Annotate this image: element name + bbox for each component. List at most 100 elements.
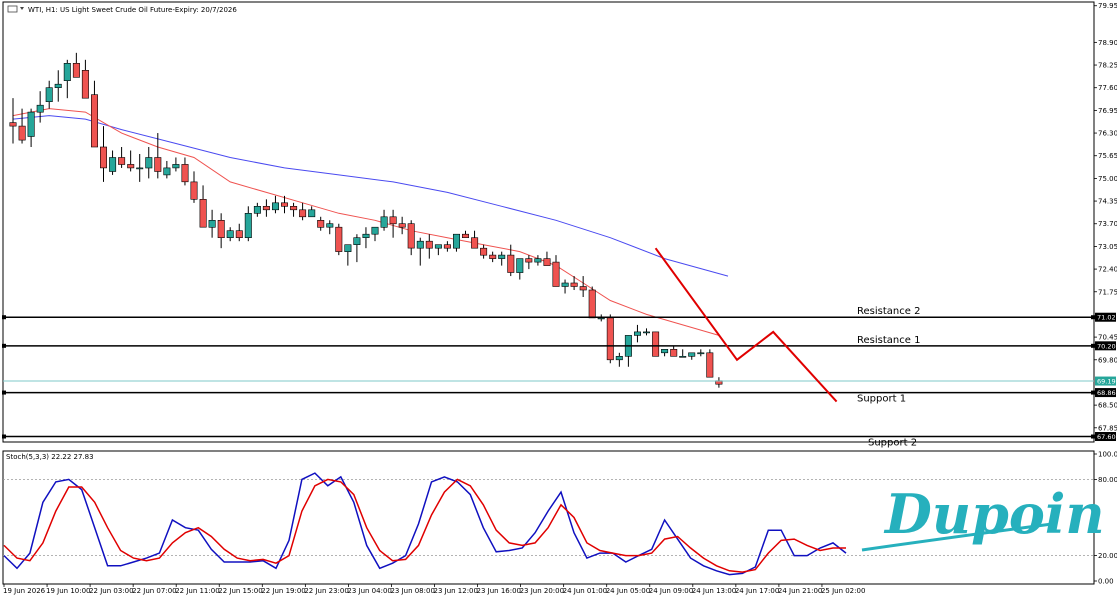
trend-zigzag-line	[654, 247, 838, 403]
candle-body-24	[226, 230, 234, 238]
brand-logo-swoosh	[861, 522, 1053, 552]
time-tick-label-11: 23 Jun 16:00	[477, 587, 521, 595]
level-label-1: Resistance 1	[857, 335, 920, 346]
price-tick-label-15: 68.50	[1098, 402, 1117, 410]
time-tick-label-0: 19 Jun 2026	[3, 587, 46, 595]
chart-menu-arrow-icon	[20, 7, 24, 10]
candle-body-4	[45, 87, 53, 102]
main-panel-border	[2, 1, 1095, 443]
candle-body-26	[244, 213, 252, 239]
price-tick-label-14: 69.80	[1098, 356, 1117, 364]
osc-level-lines	[3, 478, 1094, 556]
level-price-tag-0	[1095, 312, 1116, 322]
candle-body-52	[480, 247, 488, 256]
price-tick-label-0: 79.95	[1098, 2, 1117, 10]
candle-body-47	[434, 244, 442, 249]
time-tick-label-1: 19 Jun 10:00	[46, 587, 90, 595]
candle-body-23	[217, 220, 225, 239]
time-tick-label-10: 23 Jun 12:00	[434, 587, 478, 595]
candle-body-20	[190, 181, 198, 200]
candle-body-18	[172, 164, 180, 169]
level-price-tag-text-2: 69.19	[1097, 378, 1116, 386]
candle-body-46	[425, 240, 433, 249]
candle-body-32	[299, 209, 307, 218]
candle-body-63	[579, 286, 587, 291]
osc-tick-label-2: 20.00	[1098, 552, 1117, 560]
level-price-tag-3	[1095, 388, 1116, 398]
candle-body-27	[253, 206, 261, 214]
level-label-0: Resistance 2	[857, 306, 920, 317]
candle-body-70	[642, 331, 650, 334]
time-tick-label-9: 23 Jun 08:00	[390, 587, 434, 595]
level-anchor-left-4	[2, 434, 6, 439]
candle-body-11	[109, 157, 117, 172]
candle-body-77	[706, 352, 714, 378]
candle-body-69	[633, 331, 641, 336]
time-tick-label-8: 23 Jun 04:00	[347, 587, 391, 595]
trendline	[654, 247, 838, 403]
time-tick-label-6: 22 Jun 19:00	[261, 587, 305, 595]
candle-body-48	[443, 244, 451, 249]
candle-body-38	[353, 237, 361, 245]
level-label-3: Support 1	[857, 394, 906, 405]
time-tick-label-5: 22 Jun 15:00	[218, 587, 262, 595]
candle-body-37	[344, 244, 352, 252]
candle-body-56	[516, 258, 524, 273]
candle-body-35	[326, 223, 334, 228]
level-anchor-right-0	[1091, 315, 1095, 320]
brand-logo-text: Dupoin	[883, 482, 1105, 546]
level-anchor-left-3	[2, 390, 6, 395]
price-tick-label-16: 67.85	[1098, 424, 1117, 432]
chart-menu-icon[interactable]	[7, 5, 18, 13]
candle-body-45	[416, 240, 424, 249]
time-tick-label-15: 24 Jun 09:00	[649, 587, 693, 595]
candle-body-1	[18, 125, 26, 141]
candle-body-60	[552, 261, 560, 287]
time-tick-label-16: 24 Jun 13:00	[692, 587, 736, 595]
time-tick-label-13: 24 Jun 01:00	[563, 587, 607, 595]
candle-body-73	[670, 348, 678, 357]
candle-body-66	[606, 317, 614, 361]
candle-body-25	[235, 230, 243, 238]
candle-body-5	[54, 83, 62, 88]
price-tick-label-3: 77.60	[1098, 84, 1117, 92]
candle-body-40	[371, 226, 379, 235]
time-tick-label-3: 22 Jun 07:00	[132, 587, 176, 595]
level-price-tag-text-3: 68.86	[1097, 389, 1116, 397]
level-anchor-left-1	[2, 343, 6, 348]
candle-body-15	[145, 157, 153, 169]
price-tick-label-10: 73.05	[1098, 243, 1117, 251]
candle-body-49	[452, 233, 460, 249]
time-tick-label-14: 24 Jun 05:00	[606, 587, 650, 595]
candle-body-9	[91, 94, 99, 148]
candle-body-55	[507, 254, 515, 273]
candle-body-6	[63, 62, 71, 81]
candle-body-41	[380, 216, 388, 228]
time-tick-label-18: 24 Jun 21:00	[778, 587, 822, 595]
candle-body-17	[163, 167, 171, 176]
candle-body-62	[570, 282, 578, 287]
price-axis: 79.95 78.90 78.25 77.60 76.95 76.30 75.65 75.00…	[1094, 2, 1117, 432]
level-label-4: Support 2	[868, 438, 917, 449]
candle-body-14	[136, 167, 144, 170]
candle-body-39	[362, 233, 370, 238]
level-price-tag-text-1: 70.20	[1097, 342, 1116, 350]
candle-body-76	[697, 352, 705, 355]
candle-body-75	[688, 352, 696, 357]
level-price-tag-text-4: 67.60	[1097, 433, 1116, 441]
candle-body-44	[407, 223, 415, 249]
candle-body-8	[81, 70, 89, 99]
candle-body-50	[461, 233, 469, 238]
osc-axis: 100.00 80.00 20.00 0.00	[1094, 451, 1117, 586]
time-tick-label-2: 22 Jun 03:00	[89, 587, 133, 595]
price-tick-label-11: 72.40	[1098, 266, 1117, 274]
candle-body-33	[308, 209, 316, 218]
candle-body-61	[561, 282, 569, 287]
candle-body-42	[389, 216, 397, 225]
candle-body-74	[679, 355, 687, 358]
level-price-tag-4	[1095, 432, 1116, 442]
candle-body-21	[199, 199, 207, 228]
osc-title: Stoch(5,3,3) 22.22 27.83	[6, 453, 94, 461]
candle-body-64	[588, 289, 596, 319]
